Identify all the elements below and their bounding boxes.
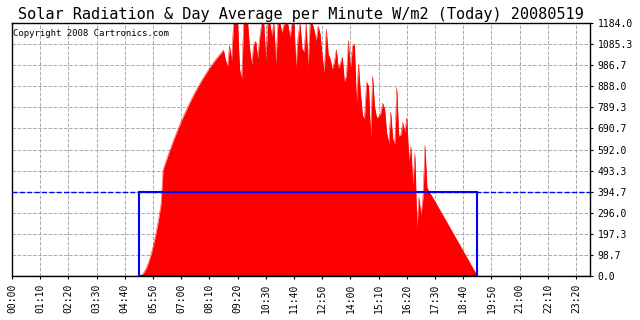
Bar [139,192,477,276]
Title: Solar Radiation & Day Average per Minute W/m2 (Today) 20080519: Solar Radiation & Day Average per Minute… [18,7,584,22]
Text: Copyright 2008 Cartronics.com: Copyright 2008 Cartronics.com [13,29,169,38]
